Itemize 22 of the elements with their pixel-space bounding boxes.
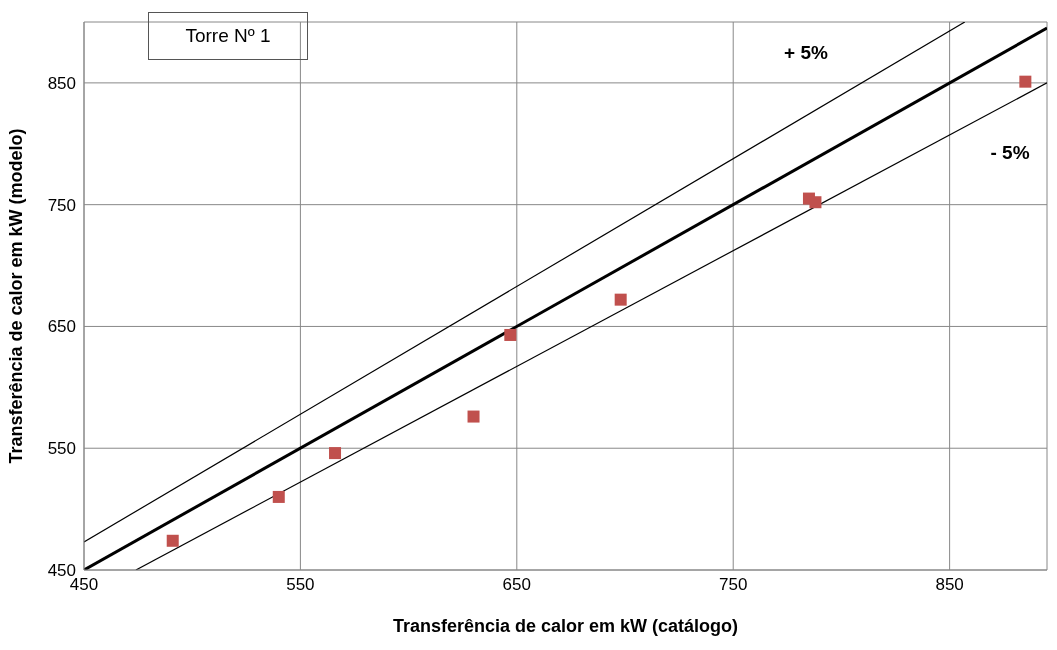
point: [614, 293, 627, 306]
y-tick-label: 750: [47, 195, 76, 215]
y-tick-label: 550: [47, 439, 76, 459]
point: [1019, 75, 1032, 88]
annotation: + 5%: [783, 41, 829, 65]
annotation: - 5%: [989, 141, 1031, 165]
y-tick-label: 850: [47, 73, 76, 93]
point: [467, 410, 480, 423]
x-tick-label: 450: [69, 575, 99, 595]
y-axis-title: Transferência de calor em kW (modelo): [6, 128, 27, 464]
x-tick-label: 850: [935, 575, 964, 595]
x-tick-label: 750: [719, 575, 748, 595]
x-axis-title: Transferência de calor em kW (catálogo): [392, 616, 739, 636]
x-tick-label: 550: [286, 575, 315, 595]
point: [809, 196, 822, 209]
point: [272, 490, 285, 503]
point: [329, 447, 342, 460]
point: [166, 534, 179, 547]
y-tick-label: 650: [47, 317, 76, 337]
x-tick-label: 650: [502, 575, 531, 595]
point: [504, 328, 517, 341]
annotation: Torre Nº 1: [148, 12, 308, 60]
